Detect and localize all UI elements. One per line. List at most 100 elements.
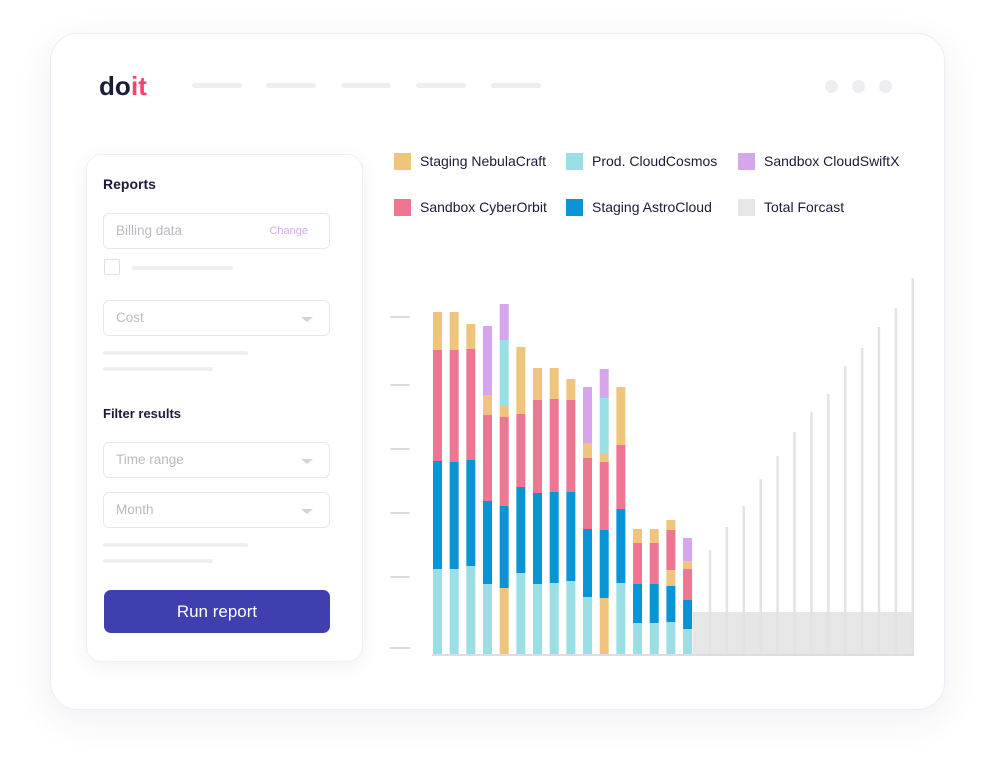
bar-segment — [633, 584, 643, 623]
bar-segment — [566, 379, 576, 400]
bar-segment — [549, 368, 559, 399]
chevron-down-icon — [301, 509, 313, 514]
bar-segment — [449, 350, 459, 462]
legend-label: Sandbox CyberOrbit — [420, 199, 547, 215]
bar-segment — [599, 398, 609, 454]
change-link[interactable]: Change — [269, 225, 308, 237]
bar-segment — [649, 623, 659, 654]
bar-segment — [466, 349, 476, 460]
legend-item-staging-nebulacraft: Staging NebulaCraft — [394, 152, 546, 170]
nav-placeholder-4[interactable] — [416, 83, 466, 88]
bar-segment — [566, 492, 576, 581]
window-control-dot[interactable] — [879, 80, 892, 93]
bar-segment — [599, 454, 609, 462]
legend-swatch — [394, 198, 411, 216]
bar-segment — [649, 543, 659, 584]
bar-segment — [499, 406, 509, 417]
billing-data-placeholder: Billing data — [116, 223, 183, 238]
bar-segment — [666, 530, 676, 570]
legend-item-prod-cloudcosmos: Prod. CloudCosmos — [566, 152, 717, 170]
bar-segment — [466, 566, 476, 654]
bar-segment — [483, 415, 493, 501]
legend-label: Staging AstroCloud — [592, 199, 712, 215]
run-report-button[interactable]: Run report — [104, 590, 330, 633]
cost-select[interactable]: Cost — [103, 300, 330, 336]
nav-placeholder-2[interactable] — [266, 83, 316, 88]
filter-results-heading: Filter results — [103, 406, 182, 421]
nav-placeholder-5[interactable] — [491, 83, 541, 88]
text-placeholder-line — [103, 559, 213, 563]
bar-segment — [666, 622, 676, 654]
legend-label: Prod. CloudCosmos — [592, 153, 718, 169]
bar-segment — [633, 623, 643, 654]
bar-segment — [516, 573, 526, 654]
bar-segment — [483, 395, 493, 415]
legend-swatch — [566, 152, 583, 170]
billing-data-field[interactable]: Billing data Change — [103, 213, 330, 249]
bar-segment — [599, 530, 609, 598]
bar-segment — [666, 520, 676, 530]
bar-segment — [683, 561, 693, 569]
bar-segment — [533, 584, 543, 654]
nav-placeholder-1[interactable] — [192, 83, 242, 88]
bar-segment — [683, 629, 693, 654]
legend-item-sandbox-cloudswiftx: Sandbox CloudSwiftX — [738, 152, 899, 170]
window-control-dot[interactable] — [852, 80, 865, 93]
svg-text:do: do — [99, 71, 131, 101]
bar-segment — [566, 581, 576, 654]
bar-segment — [499, 506, 509, 588]
bar-segment — [599, 598, 609, 654]
checkbox-label-placeholder — [132, 266, 233, 270]
legend-swatch — [738, 198, 755, 216]
window-control-dot[interactable] — [825, 80, 838, 93]
bar-segment — [499, 417, 509, 506]
bar-segment — [666, 586, 676, 622]
bar-segment — [533, 368, 543, 400]
legend-label: Total Forcast — [764, 199, 845, 215]
time-range-placeholder: Time range — [116, 452, 184, 467]
bar-segment — [433, 461, 442, 569]
bar-segment — [616, 387, 626, 445]
legend-label: Staging NebulaCraft — [420, 153, 547, 169]
bar-segment — [433, 350, 442, 461]
bar-segment — [433, 312, 442, 350]
bar-segment — [516, 487, 526, 573]
bar-segment — [616, 445, 626, 509]
bar-segment — [466, 460, 476, 566]
bar-segment — [616, 583, 626, 654]
cost-placeholder: Cost — [116, 310, 144, 325]
bar-segment — [599, 369, 609, 398]
bar-segment — [483, 584, 493, 654]
stacked-bar-chart — [390, 278, 915, 656]
bar-segment — [633, 529, 643, 543]
doit-logo: do it — [99, 71, 147, 101]
bar-segment — [616, 509, 626, 583]
bar-segment — [449, 569, 459, 654]
bar-segment — [683, 538, 693, 561]
bar-segment — [683, 600, 693, 629]
time-range-select[interactable]: Time range — [103, 442, 330, 478]
chevron-down-icon — [301, 459, 313, 464]
bar-segment — [499, 588, 509, 654]
bar-segment — [466, 324, 476, 349]
bar-segment — [583, 529, 593, 597]
legend-item-sandbox-cyberorbit: Sandbox CyberOrbit — [394, 198, 547, 216]
bar-segment — [499, 304, 509, 340]
bar-segment — [483, 326, 493, 395]
text-placeholder-line — [103, 367, 213, 371]
legend-swatch — [394, 152, 411, 170]
nav-placeholder-3[interactable] — [341, 83, 391, 88]
bar-segment — [599, 462, 609, 530]
bar-segment — [566, 400, 576, 492]
svg-text:it: it — [131, 71, 147, 101]
bar-segment — [433, 569, 442, 654]
text-placeholder-line — [103, 543, 248, 547]
month-select[interactable]: Month — [103, 492, 330, 528]
bar-segment — [549, 492, 559, 583]
checkbox[interactable] — [104, 259, 120, 275]
bar-segment — [533, 400, 543, 493]
bar-segment — [683, 569, 693, 600]
bar-segment — [649, 584, 659, 623]
reports-heading: Reports — [103, 176, 156, 192]
bar-segment — [499, 340, 509, 406]
